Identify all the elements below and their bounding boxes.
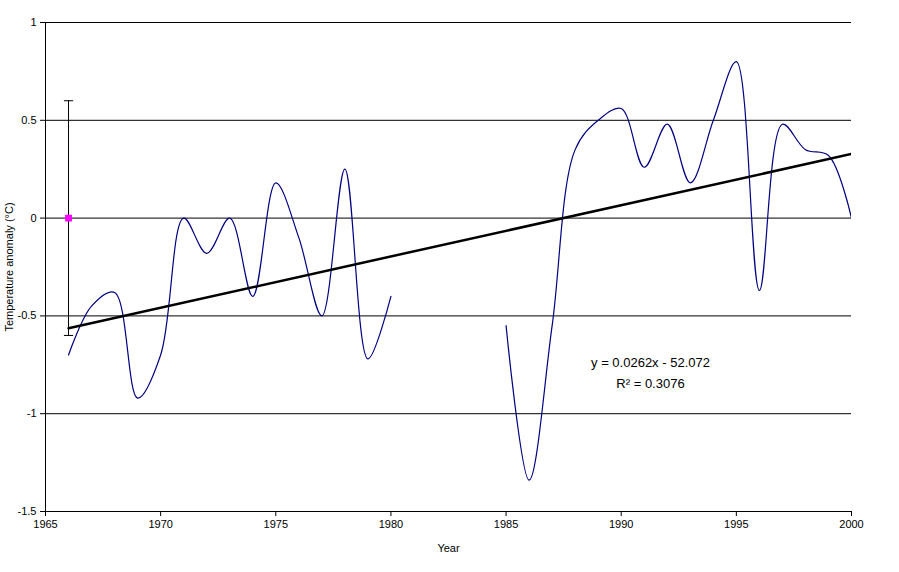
svg-text:0.5: 0.5 — [21, 114, 36, 126]
svg-text:2000: 2000 — [839, 518, 863, 530]
svg-text:0: 0 — [30, 212, 36, 224]
svg-text:R² = 0.3076: R² = 0.3076 — [616, 376, 684, 391]
svg-text:1970: 1970 — [148, 518, 172, 530]
svg-text:y = 0.0262x - 52.072: y = 0.0262x - 52.072 — [591, 355, 710, 370]
svg-text:-1.5: -1.5 — [18, 505, 37, 517]
svg-text:Year: Year — [437, 542, 460, 554]
svg-text:1985: 1985 — [494, 518, 518, 530]
svg-text:1995: 1995 — [724, 518, 748, 530]
svg-text:1990: 1990 — [609, 518, 633, 530]
svg-text:-1: -1 — [27, 407, 37, 419]
svg-text:-0.5: -0.5 — [18, 309, 37, 321]
svg-text:1965: 1965 — [33, 518, 57, 530]
svg-text:1: 1 — [30, 16, 36, 28]
svg-text:1975: 1975 — [264, 518, 288, 530]
svg-text:Temperature anomaly (°C): Temperature anomaly (°C) — [3, 202, 15, 331]
svg-text:1980: 1980 — [379, 518, 403, 530]
